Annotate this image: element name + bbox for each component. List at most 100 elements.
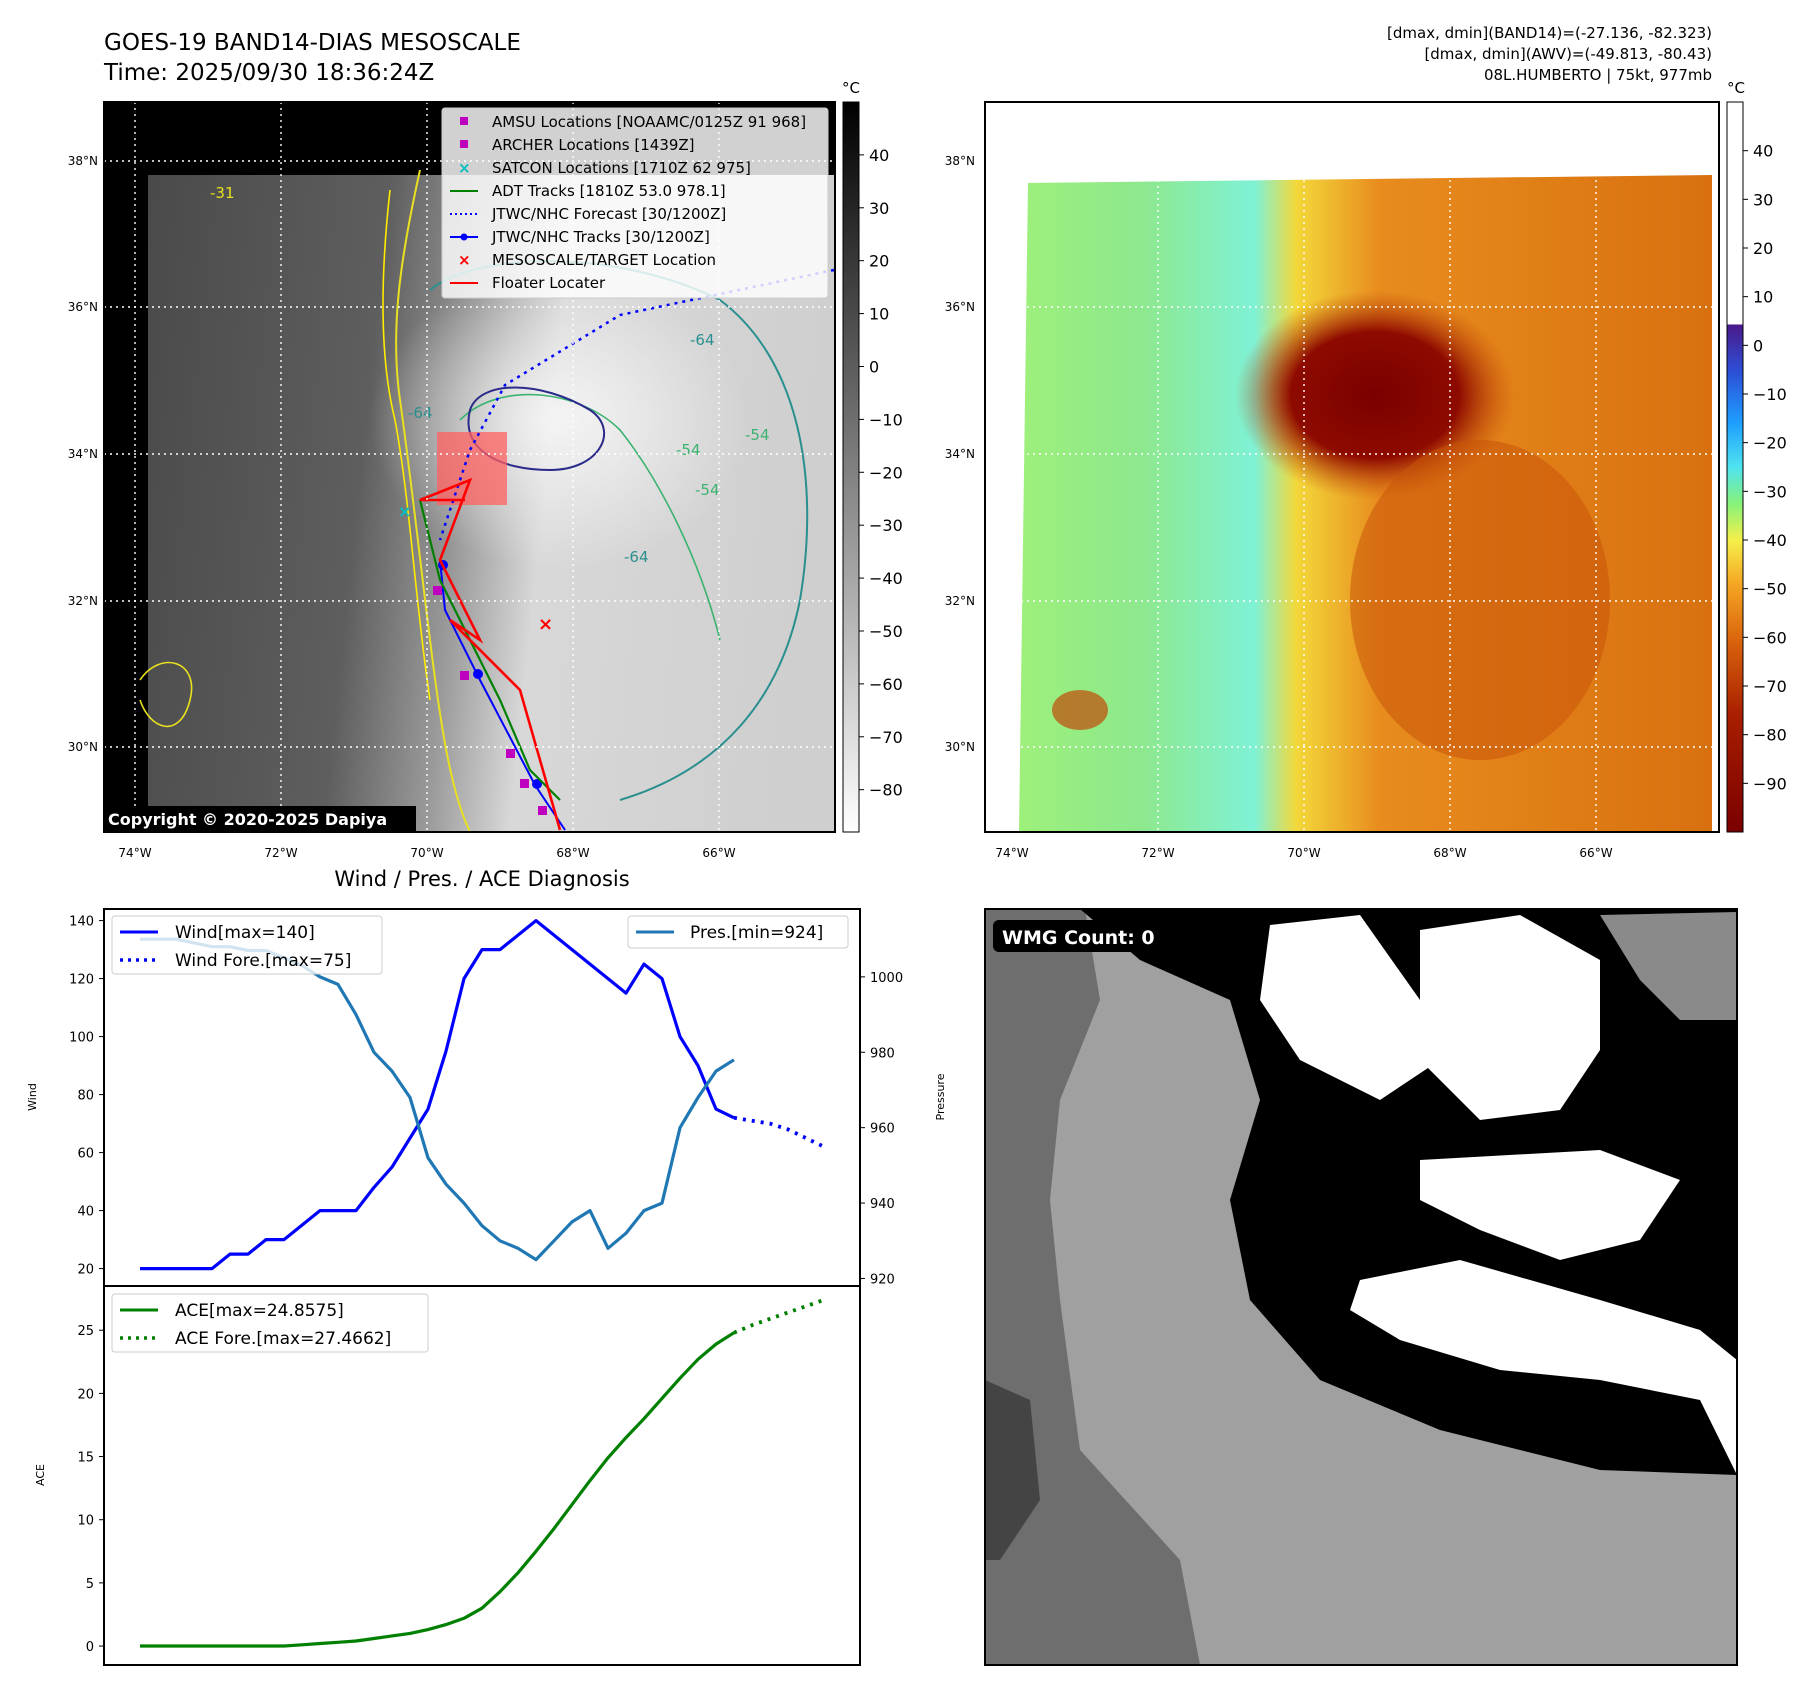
gray-colorbar-tick-label: −20 (869, 463, 903, 482)
pres-legend: Pres.[min=924] (627, 915, 849, 949)
floater-box (437, 432, 507, 505)
diagnosis-title: Wind / Pres. / ACE Diagnosis (334, 867, 629, 891)
contour-label: -31 (210, 184, 235, 202)
lon-label: 66°W (1579, 846, 1612, 860)
ace-chart: 0 5 10 15 20 25 (77, 1298, 825, 1655)
gray-colorbar-tick-label: 10 (869, 305, 889, 324)
wind-series-line (140, 918, 735, 1271)
lat-label: 38°N (68, 154, 98, 168)
wmg-frame (984, 908, 1738, 1666)
floater-track (419, 477, 562, 831)
contour-yellow (395, 169, 471, 833)
color-colorbar-tick-label: −90 (1753, 774, 1787, 793)
amsu-marker (433, 586, 442, 595)
legend-target: MESOSCALE/TARGET Location (492, 251, 716, 269)
wmg-white-region (1350, 1260, 1737, 1475)
gray-colorbar-tick-label: 30 (869, 199, 889, 218)
color-colorbar-ticks: 40 30 20 10 0 −10 −20 −30 −40 −50 −60 −70 −80 −90 (1743, 142, 1787, 793)
y-tick-label: 10 (77, 1514, 94, 1529)
legend-adt: ADT Tracks [1810Z 53.0 978.1] (492, 182, 726, 200)
legend-satcon: SATCON Locations [1710Z 62 975] (492, 159, 751, 177)
legend-track-dot (460, 233, 468, 241)
wmg-darker-region (985, 1380, 1040, 1560)
ir-map-panel: -31 -54 -54 -54 -64 -64 -64 × × (68, 101, 836, 860)
color-map-grid (985, 102, 1719, 832)
info-line-storm: 08L.HUMBERTO | 75kt, 977mb (1484, 66, 1712, 84)
color-colorbar-tick-label: −80 (1753, 726, 1787, 745)
ace-legend: ACE[max=24.8575] ACE Fore.[max=27.4662] (111, 1293, 429, 1353)
gray-colorbar-unit: °C (842, 79, 860, 97)
ir-map-axis-labels: 74°W 72°W 70°W 68°W 66°W 38°N 36°N 34°N … (68, 154, 736, 860)
lon-label: 70°W (1287, 846, 1320, 860)
color-colorbar-tick-label: −20 (1753, 434, 1787, 453)
ace-fore-legend-label: ACE Fore.[max=27.4662] (175, 1329, 391, 1349)
wind-legend-box (111, 915, 383, 975)
info-line-band14: [dmax, dmin](BAND14)=(-27.136, -82.323) (1387, 24, 1712, 42)
nhc-track-point (532, 779, 542, 789)
gray-colorbar-tick-label: −60 (869, 675, 903, 694)
lon-label: 70°W (410, 846, 443, 860)
y2-tick-label: 960 (870, 1122, 895, 1137)
pres-series-line (140, 937, 735, 1262)
legend-archer-icon (460, 140, 468, 148)
ace-legend-box (111, 1293, 429, 1353)
target-marker: × (538, 614, 553, 635)
lat-label: 38°N (945, 154, 975, 168)
wind-legend: Wind[max=140] Wind Fore.[max=75] (111, 915, 383, 975)
lon-label: 72°W (1141, 846, 1174, 860)
legend-box (441, 107, 829, 299)
adt-track (418, 499, 561, 801)
legend-satcon-icon: × (458, 159, 471, 177)
color-colorbar-tick-label: −60 (1753, 628, 1787, 647)
gray-colorbar-tick-label: −40 (869, 569, 903, 588)
lat-label: 30°N (945, 740, 975, 754)
figure-title: GOES-19 BAND14-DIAS MESOSCALE (104, 30, 521, 56)
lat-label: 34°N (945, 447, 975, 461)
ir-map-legend: AMSU Locations [NOAAMC/0125Z 91 968] ARC… (441, 107, 829, 299)
y-tick-label: 80 (77, 1089, 94, 1104)
archer-marker (460, 671, 469, 680)
legend-archer: ARCHER Locations [1439Z] (492, 136, 695, 154)
archer-marker (506, 749, 515, 758)
contour-label: -54 (695, 481, 720, 499)
lon-label: 74°W (118, 846, 151, 860)
archer-marker (520, 779, 529, 788)
color-cloud-scene (1019, 175, 1712, 832)
ace-legend-label: ACE[max=24.8575] (175, 1301, 344, 1321)
lon-label: 68°W (556, 846, 589, 860)
legend-floater: Floater Locater (492, 274, 606, 292)
lat-label: 36°N (945, 300, 975, 314)
color-colorbar-tick-label: 40 (1753, 142, 1773, 161)
color-colorbar-tick-label: 10 (1753, 288, 1773, 307)
gray-colorbar: °C 40 30 20 10 0 −10 −20 −30 −40 −50 −60 −70 −80 (842, 79, 903, 833)
contour-label: -64 (690, 331, 715, 349)
color-colorbar-tick-label: 0 (1753, 336, 1763, 355)
y2-tick-label: 920 (870, 1272, 895, 1287)
contour-label: -54 (676, 441, 701, 459)
color-colorbar-tick-label: 20 (1753, 239, 1773, 258)
ir-map-frame (103, 101, 836, 833)
figure-time: Time: 2025/09/30 18:36:24Z (103, 60, 434, 86)
nhc-track (439, 559, 566, 831)
color-colorbar-ramp (1726, 101, 1744, 833)
y-tick-label: 15 (77, 1451, 94, 1466)
lon-label: 74°W (995, 846, 1028, 860)
gray-colorbar-ticks: 40 30 20 10 0 −10 −20 −30 −40 −50 −60 −70 −80 (859, 146, 903, 800)
lat-label: 34°N (68, 447, 98, 461)
color-map-panel: 74°W 72°W 70°W 68°W 66°W 38°N 36°N 34°N … (945, 101, 1720, 860)
color-colorbar: °C 40 30 20 10 0 −10 −20 −30 −40 −50 −60 −70 −80 −90 (1726, 79, 1787, 833)
contour-green (459, 393, 721, 641)
color-rainband (1350, 440, 1610, 760)
color-cell (1052, 690, 1108, 730)
legend-amsu-icon (460, 117, 468, 125)
gray-colorbar-ramp (842, 101, 860, 833)
wind-fore-series-line (733, 1115, 825, 1149)
ace-series-line (140, 1331, 735, 1648)
wmg-white-region (1420, 1150, 1680, 1260)
wmg-gray-corner (1600, 912, 1737, 1020)
color-colorbar-unit: °C (1727, 79, 1745, 97)
gray-colorbar-tick-label: −70 (869, 728, 903, 747)
contour-yellow-2 (382, 189, 431, 701)
gray-colorbar-tick-label: −50 (869, 622, 903, 641)
gray-colorbar-tick-label: −10 (869, 410, 903, 429)
